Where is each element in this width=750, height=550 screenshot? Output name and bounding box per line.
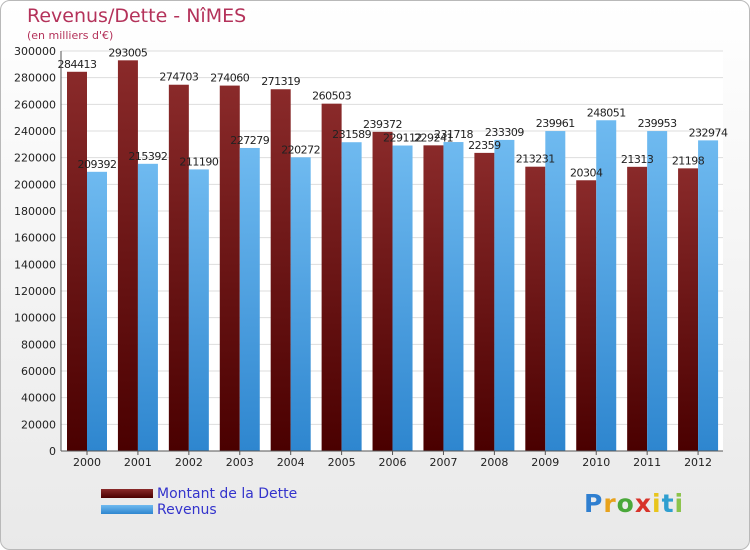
logo-letter: r [603, 489, 617, 518]
logo-letter: i [674, 489, 685, 518]
x-tick-label: 2005 [328, 456, 356, 469]
data-label: 274703 [159, 71, 198, 84]
data-label: 239372 [363, 118, 402, 131]
x-tick-label: 2004 [277, 456, 305, 469]
data-label: 215392 [128, 150, 167, 163]
bar-revenus [290, 157, 311, 451]
data-label: 284413 [58, 58, 97, 71]
data-label: 209392 [78, 158, 117, 171]
x-tick-label: 2003 [226, 456, 254, 469]
y-tick-label: 120000 [14, 285, 56, 298]
data-label: 213231 [516, 153, 555, 166]
data-label: 21313 [621, 153, 654, 166]
x-tick-label: 2011 [633, 456, 661, 469]
bar-dette [321, 103, 342, 452]
data-label: 211190 [179, 155, 218, 168]
chart-subtitle: (en milliers d'€) [27, 29, 114, 42]
y-tick-label: 40000 [21, 392, 56, 405]
legend-swatch-debt [101, 489, 153, 498]
data-label: 227279 [230, 134, 269, 147]
chart-title: Revenus/Dette - NîMES [27, 5, 247, 27]
bar-revenus [647, 131, 668, 451]
x-tick-label: 2001 [124, 456, 152, 469]
y-tick-label: 160000 [14, 232, 56, 245]
y-tick-label: 140000 [14, 258, 56, 271]
bar-revenus [494, 139, 515, 451]
logo-letter: t [661, 489, 675, 518]
bar-revenus [239, 147, 260, 451]
data-label: 229112 [383, 132, 422, 145]
y-tick-label: 200000 [14, 178, 56, 191]
data-label: 260503 [312, 90, 351, 103]
data-label: 233309 [485, 126, 524, 139]
bar-dette [168, 84, 189, 451]
proxiti-logo: Proxiti [584, 489, 684, 518]
bar-revenus [137, 163, 158, 451]
data-label: 232974 [689, 126, 728, 139]
data-label: 271319 [261, 75, 300, 88]
data-label: 239953 [638, 117, 677, 130]
bar-revenus [596, 120, 617, 452]
x-tick-label: 2008 [480, 456, 508, 469]
y-tick-label: 60000 [21, 365, 56, 378]
data-label: 293005 [108, 46, 147, 59]
bar-dette [372, 131, 393, 451]
data-label: 220272 [281, 143, 320, 156]
logo-letter: x [634, 489, 652, 518]
bar-revenus [545, 131, 566, 451]
data-label: 274060 [210, 72, 249, 85]
bar-revenus [698, 140, 719, 452]
x-tick-label: 2006 [379, 456, 407, 469]
legend-label-revenus: Revenus [157, 502, 217, 518]
data-label: 21198 [672, 154, 705, 167]
y-tick-label: 260000 [14, 98, 56, 111]
x-tick-label: 2010 [582, 456, 610, 469]
y-tick-label: 300000 [14, 45, 56, 58]
data-label: 22359 [468, 139, 501, 152]
y-tick-label: 180000 [14, 205, 56, 218]
bar-dette [678, 168, 699, 451]
legend-label-debt: Montant de la Dette [157, 486, 298, 502]
bar-dette [117, 60, 138, 452]
bar-dette [423, 145, 444, 451]
bar-dette [576, 180, 597, 451]
y-tick-label: 80000 [21, 338, 56, 351]
legend-swatch-revenus [101, 505, 153, 514]
x-tick-label: 2002 [175, 456, 203, 469]
x-tick-label: 2000 [73, 456, 101, 469]
x-tick-label: 2012 [684, 456, 712, 469]
bar-dette [219, 85, 240, 451]
logo-letter: i [652, 489, 662, 518]
bar-dette [627, 166, 648, 452]
y-tick-label: 20000 [21, 418, 56, 431]
bar-dette [525, 166, 546, 451]
data-label: 229241 [414, 131, 453, 144]
data-label: 231718 [434, 128, 473, 141]
y-tick-label: 100000 [14, 312, 56, 325]
bar-dette [474, 152, 495, 451]
logo-letter: P [584, 489, 604, 518]
data-label: 248051 [587, 106, 626, 119]
bar-dette [270, 89, 291, 451]
bar-revenus [443, 142, 464, 451]
bar-revenus [188, 169, 209, 451]
y-tick-label: 0 [49, 445, 56, 458]
x-tick-label: 2007 [429, 456, 457, 469]
bar-revenus [87, 171, 107, 451]
y-tick-label: 240000 [14, 125, 56, 138]
data-label: 239961 [536, 117, 575, 130]
logo-letter: o [616, 489, 635, 518]
y-tick-label: 220000 [14, 152, 56, 165]
data-label: 20304 [570, 166, 603, 179]
data-label: 231589 [332, 128, 371, 141]
bar-revenus [392, 145, 413, 451]
bar-revenus [341, 142, 362, 451]
bar-dette [67, 71, 87, 452]
x-tick-label: 2009 [531, 456, 559, 469]
y-tick-label: 280000 [14, 72, 56, 85]
